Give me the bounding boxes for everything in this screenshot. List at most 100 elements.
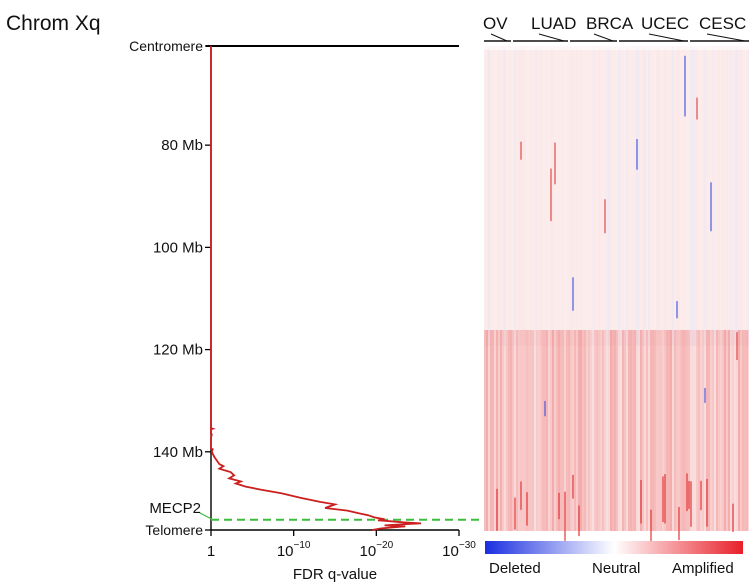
heatmap-column [560, 330, 562, 531]
heatmap-column [668, 330, 670, 531]
heatmap-column [662, 46, 664, 346]
cohort-label: UCEC [641, 14, 689, 33]
heatmap-segment [732, 503, 734, 532]
cohort-leader [593, 33, 614, 42]
cohort-label: LUAD [531, 14, 576, 33]
colorbar: Deleted Neutral Amplified [485, 541, 743, 577]
heatmap-column [526, 46, 528, 346]
heatmap-column [544, 330, 546, 531]
heatmap-segment [650, 509, 652, 554]
heatmap-segment [700, 480, 702, 511]
heatmap-column [686, 46, 688, 346]
heatmap-column [526, 330, 528, 531]
heatmap-segment [696, 97, 698, 120]
heatmap-column [644, 330, 646, 531]
heatmap-column [716, 330, 718, 531]
heatmap-column [582, 330, 584, 531]
heatmap-column [564, 46, 566, 346]
heatmap-column [508, 46, 510, 346]
heatmap-column [664, 46, 666, 346]
heatmap-column [718, 330, 720, 531]
heatmap-column [714, 330, 716, 531]
heatmap-column [674, 46, 676, 346]
heatmap-column [606, 46, 608, 346]
qvalue-trace [210, 46, 422, 531]
heatmap-column [520, 46, 522, 346]
heatmap-column [712, 46, 714, 346]
heatmap-column [676, 46, 678, 346]
heatmap-segment [520, 481, 522, 510]
heatmap-column [746, 46, 748, 346]
heatmap-column [624, 330, 626, 531]
heatmap-column [604, 330, 606, 531]
heatmap-column [548, 46, 550, 346]
heatmap-column [698, 46, 700, 346]
heatmap-column [594, 330, 596, 531]
heatmap-column [608, 330, 610, 531]
heatmap-column [710, 330, 712, 531]
heatmap-column [736, 330, 738, 531]
heatmap-column [578, 46, 580, 346]
heatmap-column [514, 46, 516, 346]
heatmap-column [644, 46, 646, 346]
heatmap-column [616, 330, 618, 531]
heatmap-background [484, 46, 749, 531]
heatmap-column [500, 330, 502, 531]
heatmap-column [648, 330, 650, 531]
heatmap-column [654, 46, 656, 346]
heatmap-column [546, 330, 548, 531]
cohort-labels: OV LUAD BRCA UCEC CESC [483, 14, 749, 42]
heatmap-column [554, 46, 556, 346]
heatmap-column [524, 330, 526, 531]
heatmap-column [704, 330, 706, 531]
heatmap-column [688, 330, 690, 531]
heatmap-segment [686, 473, 688, 512]
heatmap-column [656, 46, 658, 346]
heatmap-column [528, 46, 530, 346]
heatmap-column [582, 46, 584, 346]
annotation-leader [199, 512, 214, 521]
heatmap-column [502, 46, 504, 346]
x-tick-label: 1 [207, 543, 215, 560]
heatmap-column [696, 330, 698, 531]
heatmap-segment [554, 142, 556, 185]
heatmap-column [736, 46, 738, 346]
heatmap-column [580, 330, 582, 531]
y-tick-label: Telomere [145, 522, 203, 538]
heatmap-column [666, 46, 668, 346]
heatmap-column [700, 46, 702, 346]
heatmap-column [652, 330, 654, 531]
heatmap-column [512, 46, 514, 346]
heatmap-column [496, 46, 498, 346]
panel-title: Chrom Xq [6, 12, 101, 35]
heatmap-column [498, 46, 500, 346]
heatmap-column [692, 46, 694, 346]
heatmap-column [646, 330, 648, 531]
heatmap-column [532, 330, 534, 531]
heatmap-column [596, 330, 598, 531]
heatmap-segment [544, 400, 546, 417]
heatmap-column [534, 330, 536, 531]
x-tick-label: 10−30 [442, 540, 476, 560]
heatmap-column [562, 46, 564, 346]
heatmap-column [516, 46, 518, 346]
heatmap-column [490, 46, 492, 346]
heatmap-segment [520, 141, 522, 160]
x-tick-label: 10−10 [277, 540, 311, 560]
heatmap-column [518, 46, 520, 346]
heatmap-segment [676, 301, 678, 319]
heatmap-column [572, 330, 574, 531]
heatmap-column [634, 46, 636, 346]
heatmap-column [634, 330, 636, 531]
heatmap-column [568, 330, 570, 531]
heatmap-column [648, 46, 650, 346]
heatmap-column [696, 46, 698, 346]
heatmap-column [668, 46, 670, 346]
heatmap-column [624, 46, 626, 346]
heatmap-column [652, 46, 654, 346]
heatmap-column [500, 46, 502, 346]
heatmap-column [686, 330, 688, 531]
heatmap-column [622, 330, 624, 531]
heatmap-column [726, 330, 728, 531]
heatmap-column [566, 330, 568, 531]
